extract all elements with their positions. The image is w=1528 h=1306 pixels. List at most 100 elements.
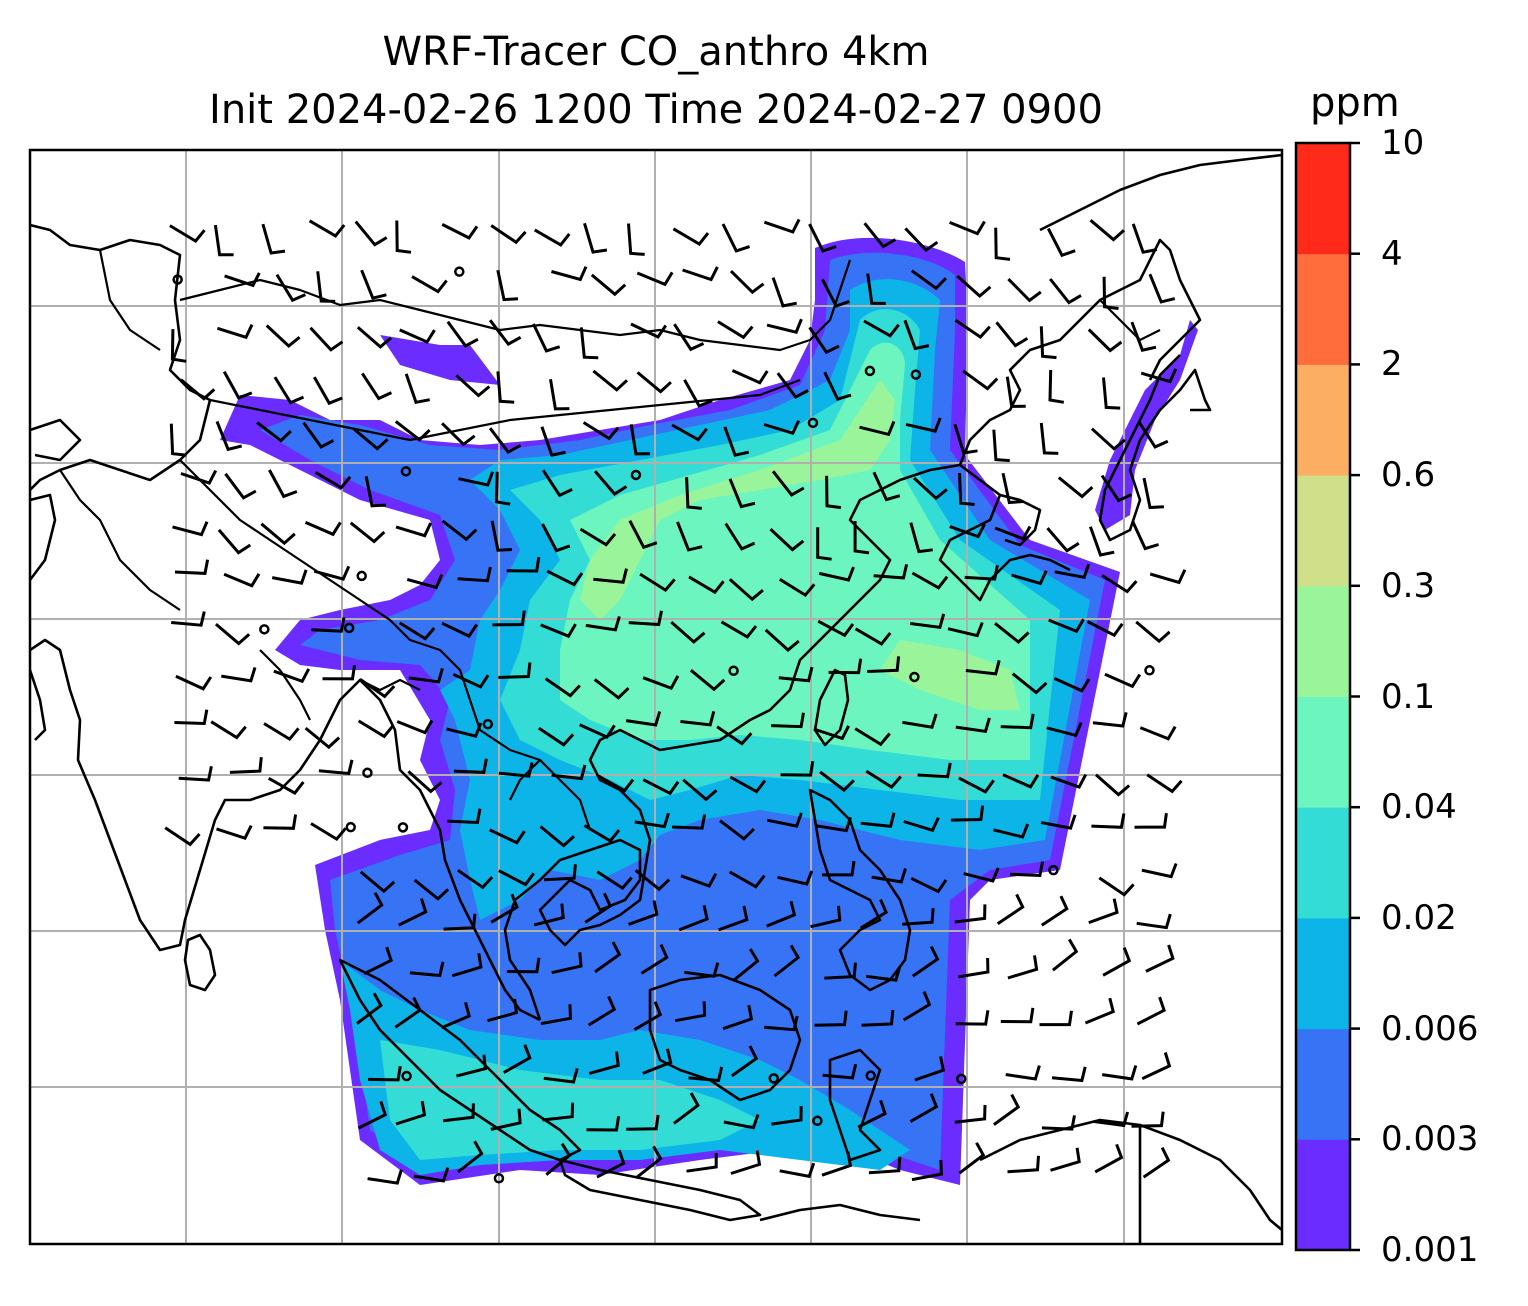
wind-barb xyxy=(441,422,476,447)
wind-barb xyxy=(551,952,583,975)
wind-barb xyxy=(636,1145,663,1179)
wind-barb xyxy=(542,1102,575,1122)
wind-barb xyxy=(911,571,949,590)
wind-barb xyxy=(457,869,494,890)
wind-barb xyxy=(626,1114,660,1131)
wind-barb xyxy=(404,373,430,405)
wind-barb xyxy=(780,760,815,777)
wind-barb xyxy=(680,711,716,727)
wind-barb xyxy=(1086,620,1124,638)
wind-barb xyxy=(1101,1065,1138,1081)
wind-barb xyxy=(441,621,479,639)
wind-barb xyxy=(771,470,805,497)
wind-barb xyxy=(1053,677,1091,693)
wind-barb xyxy=(498,762,534,778)
wind-barb xyxy=(310,822,347,842)
wind-barb xyxy=(506,957,541,974)
wind-barb xyxy=(828,658,863,675)
wind-barb xyxy=(822,860,856,877)
wind-barb xyxy=(769,528,805,552)
wind-barb xyxy=(357,1100,388,1130)
wind-barb xyxy=(1000,1007,1035,1024)
wind-barb xyxy=(822,1063,858,1080)
wind-barb xyxy=(396,719,434,735)
wind-barb xyxy=(1134,812,1168,829)
wind-barb xyxy=(170,329,187,363)
wind-barb xyxy=(628,520,658,550)
wind-calm-marker xyxy=(807,417,819,429)
wind-barb xyxy=(994,525,1032,541)
colorbar-tick-label: 4 xyxy=(1381,233,1403,274)
wind-barb xyxy=(954,904,987,924)
wind-barb xyxy=(1011,570,1048,586)
wind-barb xyxy=(821,1151,853,1177)
wind-barb xyxy=(993,1093,1021,1126)
wind-calm-marker xyxy=(728,665,739,676)
wind-barb xyxy=(779,1162,816,1179)
wind-barb xyxy=(354,220,388,247)
wind-barb xyxy=(263,814,298,830)
wind-barb xyxy=(455,374,491,398)
wind-barb xyxy=(730,1150,762,1175)
colorbar-tick-label: 0.006 xyxy=(1381,1008,1479,1049)
wind-barb xyxy=(265,324,301,348)
wind-barb xyxy=(1148,273,1176,304)
wind-barb xyxy=(674,1001,707,1023)
wind-barb xyxy=(955,1010,990,1026)
wind-calm-marker xyxy=(172,274,183,285)
wind-barb xyxy=(178,765,213,782)
wind-barb xyxy=(267,776,305,796)
wind-barb xyxy=(502,1044,532,1074)
wind-barb xyxy=(627,900,659,926)
wind-barb xyxy=(314,471,352,490)
wind-barb xyxy=(532,323,561,353)
wind-barb xyxy=(169,423,187,457)
wind-barb xyxy=(494,471,511,506)
wind-barb xyxy=(398,621,436,641)
contour-band-0001-japan xyxy=(1095,320,1198,530)
wind-barb xyxy=(1007,1155,1040,1174)
wind-barb xyxy=(171,611,206,627)
wind-barb xyxy=(719,819,755,841)
wind-barb xyxy=(452,672,490,689)
wind-barb xyxy=(1101,574,1138,594)
border-misc-3 xyxy=(259,649,311,721)
wind-barb xyxy=(540,623,577,639)
wind-barb xyxy=(824,962,857,980)
wind-barb xyxy=(866,273,886,305)
wind-barb xyxy=(854,627,892,646)
wind-barbs xyxy=(164,218,1187,1185)
wind-barb xyxy=(958,957,990,979)
wind-barb xyxy=(596,870,633,891)
wind-barb xyxy=(223,572,261,588)
wind-barb xyxy=(544,864,577,882)
wind-barb xyxy=(260,522,296,546)
colorbar-tick-label: 0.003 xyxy=(1381,1119,1479,1160)
wind-barb xyxy=(823,371,852,402)
wind-barb xyxy=(771,712,805,729)
wind-barb xyxy=(872,471,901,502)
wind-barb xyxy=(543,1068,579,1084)
wind-barb xyxy=(364,476,387,508)
wind-barb xyxy=(1040,814,1077,830)
wind-barb xyxy=(730,1045,759,1078)
wind-barb xyxy=(1041,1115,1076,1131)
wind-barb xyxy=(717,320,754,340)
wind-barb xyxy=(771,1105,803,1126)
wind-barb xyxy=(540,426,566,457)
wind-barb xyxy=(356,891,384,925)
wind-calm-marker xyxy=(362,767,373,779)
wind-barb xyxy=(865,769,902,790)
wind-barb xyxy=(1049,278,1082,305)
wind-barb xyxy=(771,277,797,308)
wind-barb xyxy=(678,904,709,932)
wind-barb xyxy=(1046,721,1083,738)
wind-barb xyxy=(763,218,801,234)
wind-barb xyxy=(275,273,306,303)
wind-barb xyxy=(1135,620,1171,644)
colorbar-segment xyxy=(1296,364,1350,476)
wind-barb xyxy=(179,378,216,401)
wind-barb xyxy=(221,666,257,683)
colorbar-segment xyxy=(1296,585,1350,697)
